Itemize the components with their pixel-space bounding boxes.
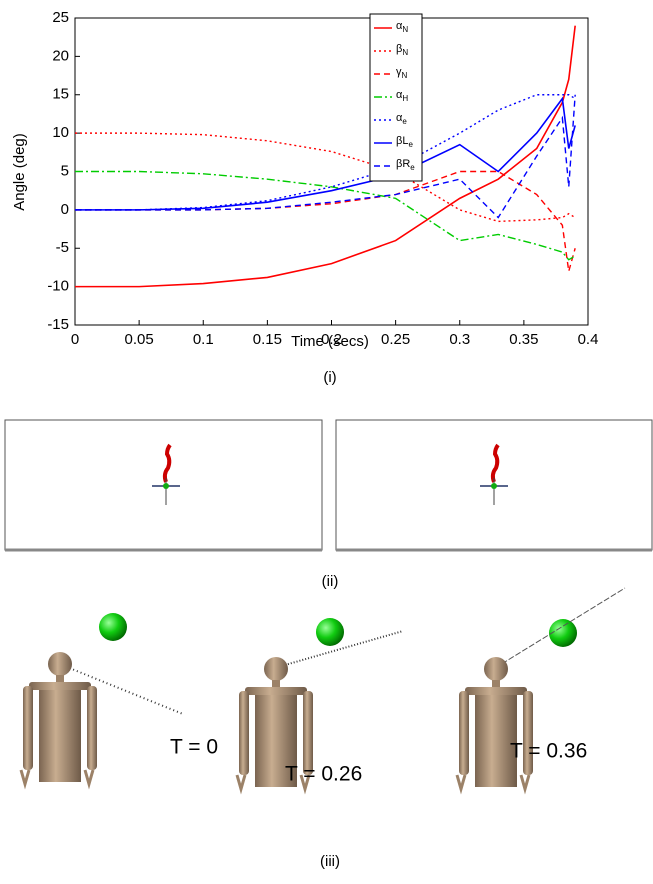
- legend-label: βLe: [396, 135, 413, 149]
- gaze-ray: [284, 630, 404, 666]
- gaze-ray: [61, 664, 184, 715]
- trace: [162, 443, 172, 483]
- y-tick-label: -10: [47, 278, 69, 295]
- x-tick-label: 0.15: [253, 331, 282, 348]
- y-tick-label: 25: [52, 9, 69, 26]
- panel-label: (i): [323, 369, 336, 386]
- series-line: [75, 96, 576, 211]
- x-tick-label: 0: [71, 331, 79, 348]
- legend-label: γN: [396, 66, 408, 80]
- trace: [490, 443, 500, 483]
- y-tick-label: 10: [52, 124, 69, 141]
- x-tick-label: 0.35: [509, 331, 538, 348]
- gaze-ray: [494, 587, 626, 669]
- x-tick-label: 0.2: [321, 331, 342, 348]
- target: [491, 483, 497, 489]
- ball: [99, 613, 127, 641]
- series-line: [75, 25, 576, 288]
- x-tick-label: 0.3: [449, 331, 470, 348]
- x-tick-label: 0.05: [125, 331, 154, 348]
- y-tick-label: -5: [56, 239, 69, 256]
- legend-label: αH: [396, 89, 408, 103]
- ball: [316, 618, 344, 646]
- y-tick-label: 0: [61, 201, 69, 218]
- x-tick-label: 0.4: [578, 331, 599, 348]
- legend-label: βRe: [396, 158, 415, 172]
- robot: [457, 657, 533, 789]
- y-tick-label: -15: [47, 316, 69, 333]
- y-tick-label: 20: [52, 47, 69, 64]
- legend-label: αN: [396, 20, 408, 34]
- series-line: [75, 132, 576, 223]
- panel-label: (iii): [320, 853, 340, 870]
- time-label: T = 0.36: [510, 740, 587, 763]
- y-tick-label: 15: [52, 86, 69, 103]
- time-label: T = 0.26: [285, 763, 362, 786]
- ball: [549, 619, 577, 647]
- series-line: [75, 170, 576, 261]
- panel-iii: T = 0 T = 0.26 T = 0.36 (iii): [21, 587, 626, 870]
- series-line: [75, 94, 576, 211]
- x-axis-label: Time (secs): [291, 333, 369, 350]
- target: [163, 483, 169, 489]
- panel-label: (ii): [322, 573, 339, 590]
- legend-label: βN: [396, 43, 408, 57]
- y-tick-label: 5: [61, 162, 69, 179]
- x-tick-label: 0.1: [193, 331, 214, 348]
- legend-label: αe: [396, 112, 407, 126]
- panel-ii: (ii): [4, 419, 653, 590]
- y-axis-label: Angle (deg): [11, 133, 28, 211]
- series-line: [75, 94, 576, 219]
- x-tick-label: 0.25: [381, 331, 410, 348]
- robot: [21, 652, 97, 784]
- series-line: [75, 170, 576, 272]
- time-label: T = 0: [170, 736, 218, 759]
